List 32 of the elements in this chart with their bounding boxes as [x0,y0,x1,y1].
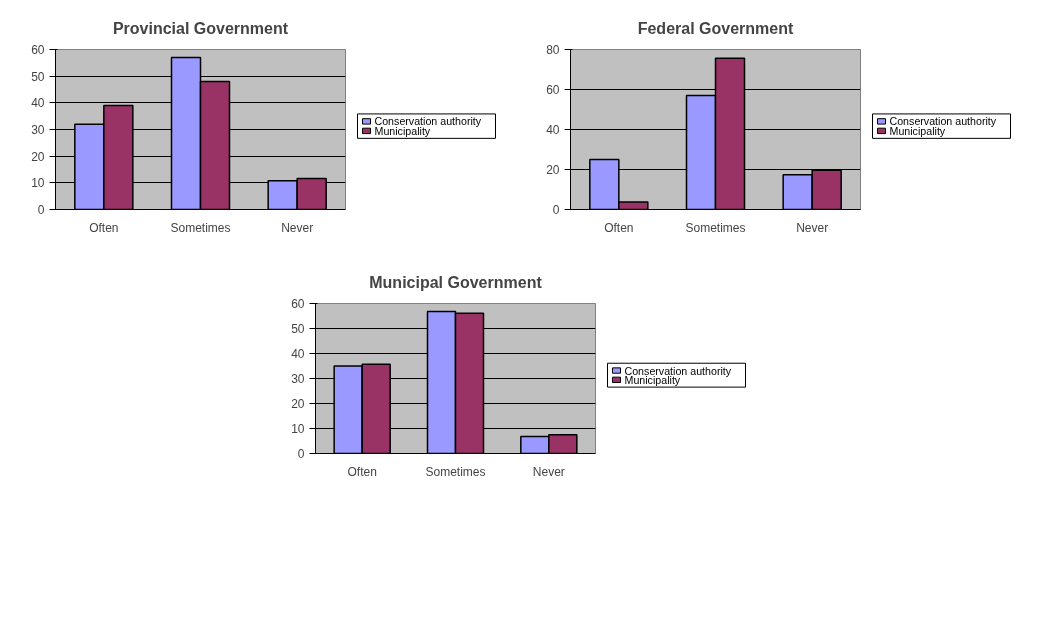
x-tick-label: Never [532,464,565,479]
y-tick-label: 20 [31,149,45,164]
y-tick-label: 10 [291,422,305,436]
y-tick-label: 60 [546,83,560,97]
x-tick-label: Sometimes [170,220,231,235]
y-tick-label: 50 [31,69,45,84]
x-tick-label: Never [281,220,314,235]
y-tick-label: 20 [291,397,305,411]
y-tick-label: 80 [546,43,560,57]
y-tick-label: 40 [546,123,560,137]
y-tick-label: 40 [31,96,45,111]
x-tick-label: Sometimes [685,220,746,235]
chart-title: Municipal Government [369,274,543,291]
chart-title: Provincial Government [112,20,289,37]
y-tick-label: 20 [546,163,560,177]
legend-label: Conservation authority [624,364,732,377]
x-tick-label: Often [347,464,377,479]
y-tick-label: 50 [291,322,305,336]
x-tick-label: Sometimes [425,464,486,479]
y-tick-label: 30 [31,123,45,137]
y-tick-label: 10 [31,176,45,191]
x-tick-label: Never [796,220,829,235]
y-tick-label: 60 [31,43,45,57]
y-tick-label: 60 [291,297,305,311]
y-tick-label: 0 [297,447,305,461]
y-tick-label: 30 [291,372,305,386]
x-tick-label: Often [89,220,119,235]
x-tick-label: Often [604,220,634,235]
y-tick-label: 40 [291,347,305,361]
y-tick-label: 0 [37,203,45,217]
chart-title: Federal Government [637,20,794,37]
y-tick-label: 0 [552,203,560,217]
